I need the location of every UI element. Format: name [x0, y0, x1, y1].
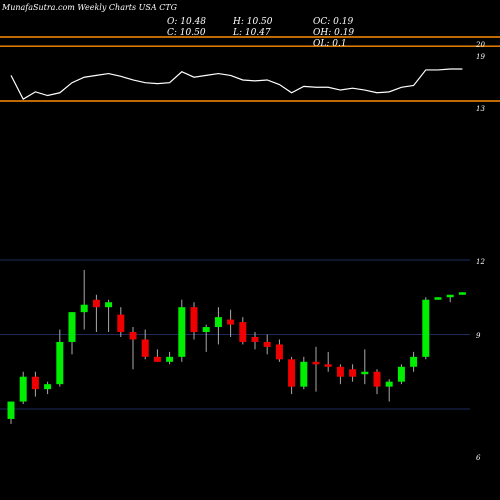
candle-body — [324, 364, 332, 367]
ma-line — [10, 68, 463, 101]
candle-body — [80, 304, 88, 313]
candle-6 — [68, 312, 76, 355]
candle-body — [422, 299, 430, 357]
candle-13 — [153, 349, 161, 362]
readout-high: H: 10.50 — [232, 17, 273, 27]
candle-28 — [336, 364, 344, 385]
candle-22 — [263, 334, 271, 355]
candle-body — [68, 312, 76, 342]
candle-body — [202, 327, 210, 333]
readout-oc: OC: 0.19 — [313, 17, 353, 27]
readout-open: O: 10.48 — [167, 17, 206, 27]
candle-10 — [117, 307, 125, 337]
candle-body — [251, 336, 259, 342]
candle-38 — [458, 292, 466, 295]
candle-body — [166, 356, 174, 362]
candle-5 — [56, 329, 64, 387]
candle-body — [275, 344, 283, 360]
candle-body — [19, 376, 27, 402]
candle-30 — [361, 349, 369, 385]
candle-body — [446, 294, 454, 298]
candle-4 — [44, 381, 52, 395]
price-tick-12: 12 — [476, 258, 485, 266]
candle-body — [288, 359, 296, 387]
candle-body — [361, 371, 369, 375]
candle-body — [153, 356, 161, 362]
candle-11 — [129, 327, 137, 370]
candle-body — [434, 297, 442, 300]
candle-body — [227, 319, 235, 325]
candle-body — [300, 361, 308, 387]
candle-29 — [349, 364, 357, 382]
grid-lines — [0, 259, 470, 410]
price-tick-6: 6 — [476, 454, 481, 462]
candle-18 — [214, 307, 222, 345]
candle-20 — [239, 317, 247, 345]
candle-body — [7, 401, 15, 419]
candle-27 — [324, 351, 332, 372]
ma-tick-20: 20 — [475, 41, 485, 49]
candle-31 — [373, 369, 381, 395]
candle-body — [385, 381, 393, 387]
candle-36 — [434, 297, 442, 300]
readout-close: C: 10.50 — [167, 28, 206, 38]
reference-lines — [0, 36, 500, 102]
candle-25 — [300, 356, 308, 390]
candle-body — [44, 384, 52, 390]
chart-title: MunafaSutra.com Weekly Charts USA CTG — [1, 3, 178, 12]
candle-body — [141, 339, 149, 357]
candle-body — [56, 341, 64, 385]
candle-9 — [105, 299, 113, 333]
candle-33 — [397, 364, 405, 385]
candle-body — [373, 371, 381, 387]
candle-35 — [422, 297, 430, 360]
candle-15 — [178, 299, 186, 362]
ma-tick-13: 13 — [476, 105, 485, 113]
candle-body — [31, 376, 39, 390]
readout-low: L: 10.47 — [232, 28, 271, 38]
readout-oh: OH: 0.19 — [313, 28, 354, 38]
candle-body — [105, 302, 113, 308]
price-tick-9: 9 — [476, 332, 481, 340]
candle-12 — [141, 329, 149, 360]
candle-19 — [227, 309, 235, 337]
candle-body — [129, 332, 137, 340]
candle-body — [336, 366, 344, 377]
candle-body — [178, 307, 186, 357]
candle-17 — [202, 324, 210, 352]
candles — [7, 269, 466, 424]
candle-body — [263, 341, 271, 347]
candle-body — [410, 356, 418, 367]
candle-2 — [19, 371, 27, 405]
candle-7 — [80, 269, 88, 330]
candle-14 — [166, 351, 174, 365]
readout-ol: OL: 0.1 — [313, 39, 347, 49]
candle-body — [397, 366, 405, 382]
candle-body — [458, 292, 466, 295]
candle-body — [117, 314, 125, 333]
candle-body — [92, 299, 100, 308]
candle-1 — [7, 401, 15, 424]
candle-body — [349, 369, 357, 377]
candle-23 — [275, 339, 283, 362]
candle-32 — [385, 379, 393, 402]
candle-body — [190, 307, 198, 333]
candle-body — [214, 317, 222, 328]
candle-8 — [92, 294, 100, 333]
candle-body — [239, 322, 247, 342]
candle-21 — [251, 332, 259, 350]
candle-16 — [190, 302, 198, 340]
candle-body — [312, 361, 320, 365]
moving-average — [10, 68, 463, 101]
candle-24 — [288, 356, 296, 395]
candle-3 — [31, 371, 39, 397]
candle-26 — [312, 346, 320, 392]
ma-tick-19: 19 — [476, 53, 485, 61]
candle-34 — [410, 351, 418, 372]
candle-37 — [446, 294, 454, 303]
